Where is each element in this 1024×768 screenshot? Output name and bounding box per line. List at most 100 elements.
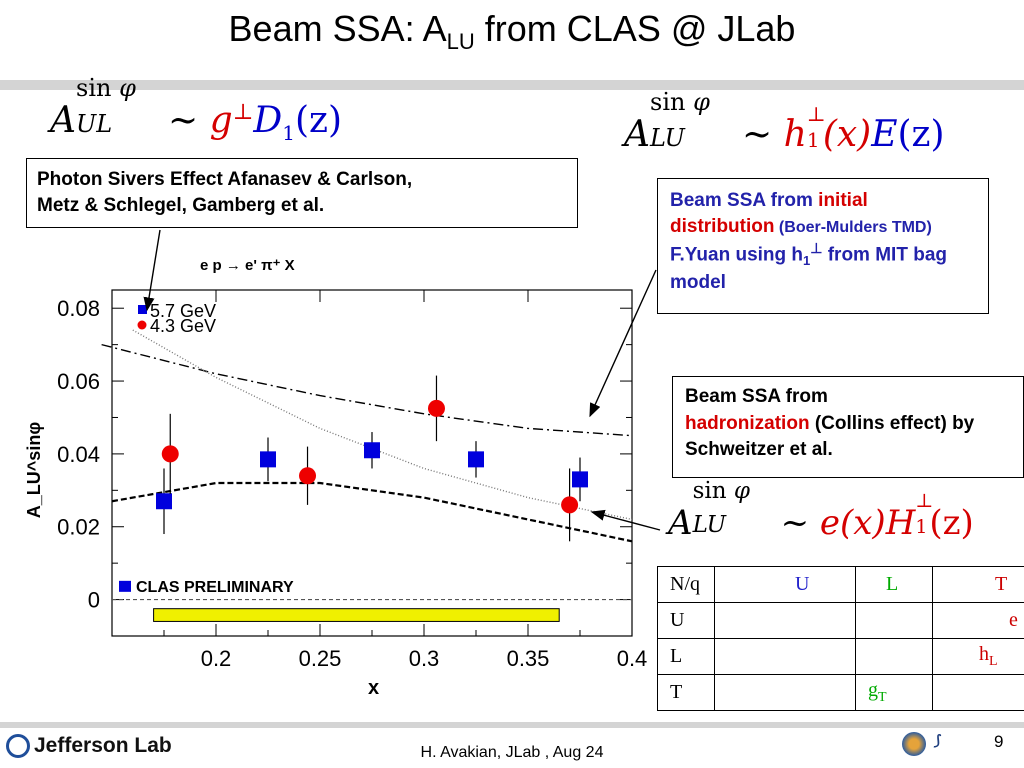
table-row-label: L	[657, 638, 715, 675]
table-cell	[714, 602, 856, 639]
sivers-line-1: Photon Sivers Effect Afanasev & Carlson,	[37, 169, 413, 190]
x-tick-label: 0.2	[201, 646, 232, 671]
table-cell: e	[932, 602, 1024, 639]
formula-alu-h-x: (x)	[822, 114, 872, 155]
footer-divider	[0, 722, 1024, 728]
x-axis-label: x	[368, 677, 379, 699]
formula-alu-e-perp: ⊥	[915, 490, 934, 512]
formula-alu-h-perp: ⊥	[806, 102, 826, 126]
x-tick-label: 0.25	[299, 646, 342, 671]
formula-alu-h-sim: ~	[742, 114, 773, 155]
title-subscript: LU	[446, 29, 475, 55]
table-cell: gT	[855, 674, 933, 711]
formula-alu-h-phi: φ	[693, 88, 710, 116]
slide-title: Beam SSA: ALU from CLAS @ JLab	[0, 8, 1024, 55]
legend-marker-circle	[137, 320, 147, 330]
doe-seal-icon	[902, 732, 926, 756]
table-cell	[932, 674, 1024, 711]
formula-aul-phi: φ	[119, 74, 136, 102]
data-point-square	[364, 442, 380, 459]
data-point-square	[468, 451, 484, 468]
formula-aul-sin: sin	[76, 74, 112, 102]
legend-label: 4.3 GeV	[150, 316, 216, 336]
table-header-nq: N/q	[657, 566, 715, 603]
title-divider	[0, 80, 1024, 90]
formula-aul-one: 1	[282, 121, 295, 146]
formula-aul-perp: ⊥	[232, 100, 254, 125]
formula-alu-h-sub: LU	[650, 124, 685, 152]
formula-alu-e-sin: sin	[692, 478, 727, 504]
formula-alu-h-e: E	[871, 114, 898, 155]
formula-alu-e-a: A	[668, 503, 693, 543]
table-cell	[714, 674, 856, 711]
clas-preliminary-label: CLAS PRELIMINARY	[136, 579, 294, 596]
formula-aul-sub: UL	[76, 110, 113, 138]
table-header-label: N/q	[670, 573, 700, 595]
data-point-circle	[161, 445, 179, 463]
formula-alu-e-sub: LU	[692, 512, 726, 538]
boer-text-mit: from MIT bag model	[670, 244, 948, 293]
table-row-label: T	[657, 674, 715, 711]
formula-alu-e-sim: ~	[780, 503, 810, 543]
boer-text-perp: ⊥	[810, 240, 823, 257]
table-header-label: U	[795, 573, 810, 595]
y-axis-label: A_LU^sinφ	[24, 422, 44, 519]
formula-alu-h-a: A	[624, 114, 650, 155]
boer-mulders-box: Beam SSA from initial distribution (Boer…	[657, 178, 989, 314]
systematic-band	[153, 608, 560, 622]
table-header-u: U	[714, 566, 856, 603]
jsa-logo-icon: ⟆	[934, 732, 940, 748]
x-tick-label: 0.3	[409, 646, 440, 671]
formula-alu-e-one: 1	[915, 516, 928, 538]
formula-alu-e-h: H	[885, 503, 916, 543]
asymmetry-chart: 0 0.02 0.04 0.06 0.08 0.2 0.25 0.3 0.35 0.4 5.7 Ge…	[24, 257, 647, 699]
collins-effect-box: Beam SSA from hadronization (Collins eff…	[672, 376, 1024, 478]
collins-arrow	[590, 509, 661, 531]
data-point-circle	[299, 467, 317, 485]
table-row: T gT	[657, 674, 1024, 711]
y-tick-label: 0.02	[57, 515, 100, 540]
table-header-l: L	[855, 566, 933, 603]
table-row: L hL	[657, 638, 1024, 675]
table-row-label: U	[657, 602, 715, 639]
legend-marker-square	[138, 305, 147, 314]
y-tick-label: 0.06	[57, 369, 100, 394]
chart-title: e p → e' π⁺ X	[200, 257, 295, 274]
table-header-row: N/q U L T	[657, 566, 1024, 603]
jsa-logos: ⟆	[902, 730, 982, 758]
jefferson-lab-logo: Jefferson Lab	[6, 734, 172, 759]
y-tick-label: 0	[88, 588, 100, 613]
table-cell	[855, 602, 933, 639]
sivers-arrow	[143, 229, 161, 312]
formula-aul-arg: (z)	[294, 100, 343, 141]
data-point-circle	[427, 399, 445, 417]
formula-aul-sim: ~	[168, 100, 199, 141]
data-point-square	[260, 451, 276, 468]
hl-cell-value: hL	[979, 643, 998, 669]
title-main: Beam SSA: A	[228, 8, 447, 49]
sivers-effect-box: Photon Sivers Effect Afanasev & Carlson,…	[26, 158, 578, 228]
formula-alu-e-z: (z)	[929, 503, 974, 543]
formula-alu-h-sin: sin	[650, 88, 686, 116]
tmd-table: N/q U L T U e L hL T gT	[657, 566, 1024, 711]
table-cell: hL	[932, 638, 1024, 675]
formula-aul-a: A	[50, 100, 76, 141]
data-point-square	[572, 471, 588, 488]
formula-alu-h-h: h	[783, 114, 807, 155]
title-rest: from CLAS @ JLab	[474, 8, 796, 49]
formula-alu-h-one: 1	[806, 128, 820, 152]
formula-aul-d: D	[253, 100, 283, 141]
table-header-label: L	[886, 573, 899, 595]
gt-cell-value: gT	[868, 679, 887, 705]
collins-line-2: (Collins effect) by Schweitzer et al.	[685, 412, 975, 461]
page-number: 9	[994, 732, 1004, 751]
boer-arrow	[589, 269, 657, 418]
data-point-square	[156, 493, 172, 510]
table-row: U e	[657, 602, 1024, 639]
data-point-circle	[561, 496, 579, 514]
legend-label: 5.7 GeV	[150, 301, 216, 321]
